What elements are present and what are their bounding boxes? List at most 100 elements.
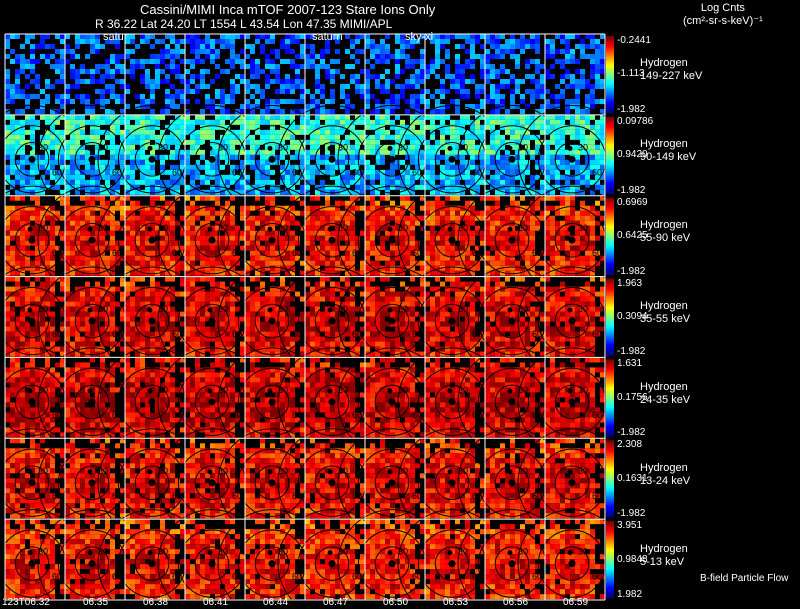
heatmap-cell bbox=[385, 179, 390, 185]
heatmap-cell bbox=[225, 215, 230, 221]
heatmap-cell bbox=[485, 74, 490, 79]
colorbar-segment bbox=[606, 220, 614, 224]
heatmap-cell bbox=[20, 69, 25, 74]
heatmap-cell bbox=[425, 200, 430, 206]
heatmap-cell bbox=[395, 159, 400, 165]
heatmap-cell bbox=[110, 225, 115, 231]
heatmap-cell bbox=[300, 154, 305, 160]
heatmap-cell bbox=[135, 235, 140, 241]
contour-ring-1 bbox=[314, 142, 350, 177]
heatmap-cell bbox=[80, 144, 85, 150]
heatmap-cell bbox=[50, 296, 55, 302]
heatmap-cell bbox=[560, 39, 565, 44]
heatmap-cell bbox=[230, 235, 235, 241]
contour-label-30: 30 bbox=[98, 304, 108, 314]
heatmap-cell bbox=[320, 240, 325, 246]
heatmap-cell bbox=[435, 114, 440, 120]
heatmap-cell bbox=[5, 164, 10, 170]
heatmap-cell bbox=[415, 174, 420, 180]
heatmap-cell bbox=[390, 245, 395, 251]
heatmap-cell bbox=[305, 124, 310, 130]
heatmap-cell bbox=[590, 124, 595, 130]
heatmap-cell bbox=[170, 139, 175, 145]
heatmap-cell bbox=[55, 331, 60, 337]
heatmap-cell bbox=[110, 240, 115, 246]
heatmap-cell bbox=[260, 189, 265, 195]
heatmap-cell bbox=[125, 89, 130, 94]
heatmap-cell bbox=[470, 34, 475, 39]
heatmap-cell bbox=[480, 210, 485, 216]
heatmap-cell bbox=[230, 220, 235, 226]
heatmap-cell bbox=[80, 210, 85, 216]
heatmap-cell bbox=[330, 184, 335, 190]
colorbar-segment bbox=[606, 164, 614, 168]
heatmap-cell bbox=[60, 79, 65, 84]
heatmap-cell bbox=[80, 215, 85, 221]
heatmap-cell bbox=[40, 89, 45, 94]
colorbar-segment bbox=[606, 76, 614, 79]
heatmap-cell bbox=[120, 109, 125, 114]
heatmap-cell bbox=[395, 144, 400, 150]
heatmap-cell bbox=[485, 164, 490, 170]
heatmap-cell bbox=[330, 255, 335, 261]
heatmap-cell bbox=[600, 164, 605, 170]
heatmap-cell bbox=[30, 134, 35, 140]
heatmap-cell bbox=[70, 250, 75, 256]
heatmap-cell bbox=[280, 255, 285, 261]
contour-ring-1 bbox=[74, 142, 110, 177]
heatmap-cell bbox=[60, 114, 65, 120]
heatmap-cell bbox=[100, 220, 105, 226]
heatmap-cell bbox=[385, 109, 390, 114]
heatmap-cell bbox=[450, 265, 455, 271]
heatmap-cell bbox=[425, 89, 430, 94]
heatmap-cell bbox=[505, 44, 510, 49]
heatmap-cell bbox=[445, 149, 450, 155]
heatmap-cell bbox=[80, 255, 85, 261]
heatmap-cell bbox=[545, 124, 550, 130]
heatmap-cell bbox=[10, 250, 15, 256]
heatmap-cell bbox=[445, 205, 450, 211]
heatmap-cell bbox=[295, 74, 300, 79]
heatmap-cell bbox=[60, 286, 65, 292]
heatmap-cell bbox=[525, 129, 530, 135]
heatmap-cell bbox=[125, 306, 130, 312]
heatmap-cell bbox=[90, 34, 95, 39]
heatmap-cell bbox=[410, 149, 415, 155]
heatmap-cell bbox=[150, 99, 155, 104]
heatmap-cell bbox=[110, 39, 115, 44]
heatmap-cell bbox=[310, 195, 315, 201]
heatmap-cell bbox=[230, 89, 235, 94]
heatmap-cell bbox=[125, 169, 130, 175]
heatmap-cell bbox=[335, 240, 340, 246]
heatmap-cell bbox=[110, 174, 115, 180]
heatmap-cell bbox=[545, 169, 550, 175]
heatmap-cell bbox=[555, 250, 560, 256]
heatmap-cell bbox=[230, 169, 235, 175]
heatmap-cell bbox=[30, 230, 35, 236]
heatmap-cell bbox=[225, 235, 230, 241]
heatmap-cell bbox=[145, 114, 150, 120]
heatmap-cell bbox=[20, 235, 25, 241]
heatmap-cell bbox=[255, 114, 260, 120]
heatmap-cell bbox=[165, 200, 170, 206]
heatmap-cell bbox=[195, 265, 200, 271]
heatmap-cell bbox=[405, 59, 410, 64]
heatmap-cell bbox=[150, 195, 155, 201]
heatmap-cell bbox=[30, 169, 35, 175]
heatmap-cell bbox=[585, 114, 590, 120]
heatmap-cell bbox=[210, 215, 215, 221]
heatmap-cell bbox=[275, 159, 280, 165]
heatmap-cell bbox=[550, 39, 555, 44]
heatmap-cell bbox=[350, 124, 355, 130]
heatmap-cell bbox=[590, 235, 595, 241]
heatmap-cell bbox=[155, 230, 160, 236]
heatmap-cell bbox=[575, 240, 580, 246]
heatmap-cell bbox=[65, 220, 70, 226]
heatmap-cell bbox=[395, 240, 400, 246]
heatmap-cell bbox=[490, 64, 495, 69]
heatmap-cell bbox=[215, 169, 220, 175]
heatmap-cell bbox=[5, 336, 10, 342]
heatmap-cell bbox=[425, 34, 430, 39]
heatmap-cell bbox=[170, 164, 175, 170]
heatmap-cell bbox=[410, 270, 415, 276]
